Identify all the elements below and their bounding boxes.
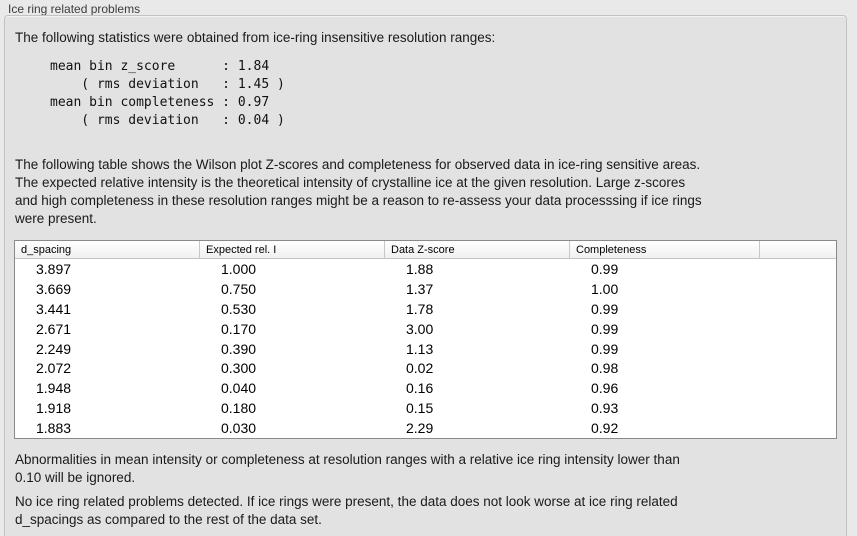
table-cell: 1.883 — [36, 420, 72, 437]
table-cell: 0.180 — [221, 400, 257, 417]
groupbox-title: Ice ring related problems — [8, 2, 141, 16]
header-cell-expected-rel-i[interactable]: Expected rel. I — [200, 241, 385, 258]
table-cell: 0.96 — [591, 380, 619, 397]
table-cell: 1.948 — [36, 380, 72, 397]
table-cell: 0.92 — [591, 420, 619, 437]
table-cell: 0.02 — [406, 360, 434, 377]
table-cell: 2.671 — [36, 320, 72, 337]
table-cell: 0.16 — [406, 380, 434, 397]
table-cell: 3.441 — [36, 300, 72, 317]
table-row[interactable]: 3.441 0.530 1.78 0.99 — [15, 298, 836, 319]
table-row[interactable]: 3.669 0.750 1.37 1.00 — [15, 278, 836, 299]
table-cell: 1.13 — [406, 340, 434, 357]
table-cell: 2.072 — [36, 360, 72, 377]
table-cell: 1.78 — [406, 300, 434, 317]
table-cell: 3.00 — [406, 320, 434, 337]
table-row[interactable]: 1.883 0.030 2.29 0.92 — [15, 418, 836, 439]
header-cell-d-spacing[interactable]: d_spacing — [15, 241, 200, 258]
table-cell: 0.170 — [221, 320, 257, 337]
footer-note: Abnormalities in mean intensity or compl… — [15, 452, 680, 485]
ice-ring-groupbox: The following statistics were obtained f… — [4, 15, 847, 536]
stats-block: mean bin z_score : 1.84 ( rms deviation … — [50, 59, 285, 128]
table-header: d_spacing Expected rel. I Data Z-score Comp… — [15, 241, 836, 259]
header-filler — [760, 241, 836, 258]
intro-text: The following statistics were obtained f… — [15, 30, 496, 45]
table-row[interactable]: 1.918 0.180 0.15 0.93 — [15, 398, 836, 419]
table-row[interactable]: 1.948 0.040 0.16 0.96 — [15, 378, 836, 399]
table-cell: 0.530 — [221, 300, 257, 317]
table-body: 3.897 1.000 1.88 0.99 3.669 0.750 1.37 1.00 3.44… — [15, 259, 836, 439]
table-description: The following table shows the Wilson plo… — [15, 157, 702, 226]
table-cell: 1.88 — [406, 260, 434, 277]
table-row[interactable]: 3.897 1.000 1.88 0.99 — [15, 259, 836, 279]
table-row[interactable]: 2.671 0.170 3.00 0.99 — [15, 318, 836, 339]
table-cell: 0.98 — [591, 360, 619, 377]
table-cell: 0.93 — [591, 400, 619, 417]
table-cell: 0.750 — [221, 280, 257, 297]
table-cell: 0.99 — [591, 320, 619, 337]
table-cell: 1.000 — [221, 260, 257, 277]
header-cell-completeness[interactable]: Completeness — [570, 241, 760, 258]
table-cell: 2.29 — [406, 420, 434, 437]
ice-ring-table: d_spacing Expected rel. I Data Z-score Comp… — [14, 240, 837, 439]
table-cell: 0.300 — [221, 360, 257, 377]
table-cell: 0.99 — [591, 260, 619, 277]
table-cell: 0.15 — [406, 400, 434, 417]
table-cell: 0.99 — [591, 300, 619, 317]
header-cell-data-z-score[interactable]: Data Z-score — [385, 241, 570, 258]
table-row[interactable]: 2.072 0.300 0.02 0.98 — [15, 358, 836, 379]
table-cell: 0.390 — [221, 340, 257, 357]
table-cell: 1.918 — [36, 400, 72, 417]
table-cell: 0.99 — [591, 340, 619, 357]
table-cell: 0.040 — [221, 380, 257, 397]
table-cell: 0.030 — [221, 420, 257, 437]
table-cell: 3.669 — [36, 280, 72, 297]
table-cell: 1.00 — [591, 280, 619, 297]
conclusion-text: No ice ring related problems detected. I… — [15, 494, 678, 527]
table-cell: 1.37 — [406, 280, 434, 297]
table-cell: 2.249 — [36, 340, 72, 357]
table-row[interactable]: 2.249 0.390 1.13 0.99 — [15, 338, 836, 359]
table-cell: 3.897 — [36, 260, 72, 277]
